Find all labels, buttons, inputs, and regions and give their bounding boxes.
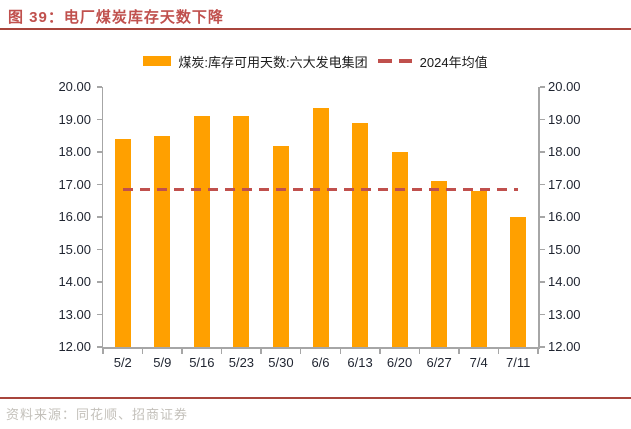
y-axis-label-right: 13.00: [548, 306, 581, 322]
x-axis-tick: [102, 348, 104, 354]
y-tick-left: [96, 248, 102, 251]
y-axis-label-right: 17.00: [548, 176, 581, 192]
data-bar: [510, 217, 527, 347]
x-axis-label: 7/4: [469, 355, 488, 370]
x-axis-label: 5/30: [268, 355, 294, 370]
y-tick-left: [96, 216, 102, 218]
y-tick-left: [96, 183, 102, 186]
y-tick-right: [539, 313, 545, 316]
y-axis-label-left: 12.00: [58, 339, 91, 354]
y-axis-label-left: 14.00: [58, 274, 91, 289]
y-axis-label-right: 14.00: [548, 274, 581, 289]
y-axis-label-left: 18.00: [58, 144, 91, 159]
data-bar: [154, 135, 171, 347]
bar-series-label: 煤炭:库存可用天数:六大发电集团: [178, 54, 368, 70]
x-axis-tick: [299, 348, 302, 354]
data-bar: [272, 145, 289, 347]
y-tick-right: [539, 281, 545, 283]
x-axis-label: 5/9: [153, 355, 172, 370]
y-tick-left: [96, 346, 102, 348]
figure-title: 图 39：电厂煤炭库存天数下降: [8, 9, 224, 26]
y-tick-right: [539, 183, 545, 186]
y-axis-label-right: 20.00: [548, 79, 581, 94]
data-bar: [233, 116, 250, 347]
y-tick-left: [96, 86, 102, 88]
y-tick-left: [96, 313, 102, 316]
y-axis-label-right: 12.00: [548, 339, 581, 354]
data-bar: [193, 116, 210, 347]
x-axis-tick: [141, 348, 144, 354]
y-axis-label-left: 16.00: [58, 209, 91, 224]
x-axis-label: 6/13: [347, 355, 373, 370]
x-axis-tick: [537, 348, 539, 354]
y-tick-left: [96, 281, 102, 283]
y-axis-label-right: 18.00: [548, 144, 581, 159]
y-tick-right: [539, 346, 545, 348]
source-note: 资料来源：同花顺、招商证券: [6, 407, 189, 422]
data-bar: [431, 181, 448, 347]
mean-line-swatch: [377, 59, 412, 63]
x-axis-label: 6/20: [386, 355, 413, 370]
y-tick-right: [539, 248, 545, 251]
y-tick-right: [539, 86, 545, 88]
footer-divider: [0, 397, 631, 399]
x-axis-label: 6/27: [426, 355, 452, 370]
x-axis-label: 7/11: [506, 355, 531, 370]
y-axis-label-left: 15.00: [58, 241, 91, 257]
x-axis-tick: [181, 348, 183, 354]
y-axis-label-right: 19.00: [548, 111, 581, 127]
x-axis-tick: [379, 348, 381, 354]
x-axis-tick: [458, 348, 460, 354]
title-divider: [0, 28, 631, 30]
x-axis-tick: [220, 348, 223, 354]
y-tick-right: [539, 151, 545, 153]
data-bar: [470, 191, 487, 347]
x-axis-tick: [339, 348, 342, 354]
x-axis-tick: [418, 348, 421, 354]
y-axis-label-left: 20.00: [58, 79, 91, 94]
x-axis-tick: [497, 348, 500, 354]
data-bar: [312, 108, 329, 347]
y-axis-label-right: 15.00: [548, 241, 581, 257]
x-axis-tick: [260, 348, 262, 354]
y-axis-label-left: 17.00: [58, 176, 91, 192]
x-axis-label: 6/6: [311, 355, 330, 370]
y-axis-right: [538, 87, 540, 347]
y-axis-label-right: 16.00: [548, 209, 581, 224]
x-axis-label: 5/2: [113, 355, 132, 370]
x-axis-label: 5/23: [228, 355, 255, 370]
mean-line-label: 2024年均值: [419, 54, 488, 70]
y-tick-right: [539, 118, 545, 121]
data-bar: [352, 122, 369, 347]
x-axis-label: 5/16: [189, 355, 215, 370]
y-tick-right: [539, 216, 545, 218]
y-axis-label-left: 19.00: [58, 111, 91, 127]
y-tick-left: [96, 151, 102, 153]
data-bar: [114, 139, 131, 347]
mean-2024-line: [122, 187, 519, 191]
x-axis: [101, 347, 540, 349]
y-tick-left: [96, 118, 102, 121]
data-bar: [391, 152, 408, 347]
chart-legend: 煤炭:库存可用天数:六大发电集团 2024年均值: [0, 52, 631, 70]
y-axis-left: [101, 87, 103, 347]
y-axis-label-left: 13.00: [58, 306, 91, 322]
bar-series-swatch: [143, 56, 172, 66]
